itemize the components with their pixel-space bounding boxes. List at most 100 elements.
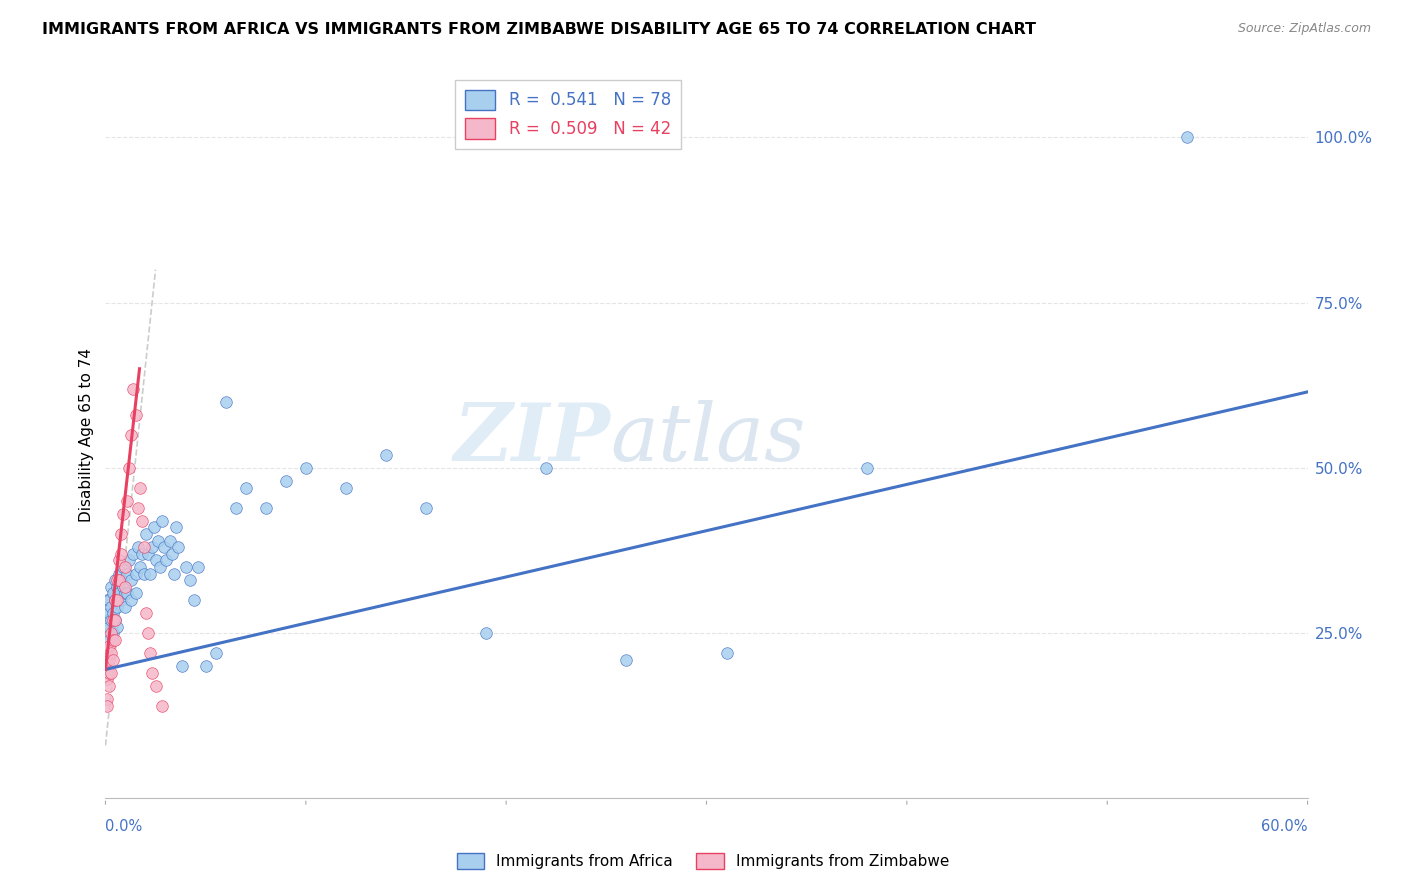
Point <box>117 586 139 600</box>
Point <box>110 593 132 607</box>
Point <box>716 646 738 660</box>
Text: atlas: atlas <box>610 400 806 477</box>
Point <box>145 553 167 567</box>
Point <box>103 652 125 666</box>
Point <box>96 626 118 640</box>
Point <box>96 692 118 706</box>
Point <box>155 553 177 567</box>
Point <box>214 394 236 409</box>
Point <box>98 665 121 680</box>
Legend: R =  0.541   N = 78, R =  0.509   N = 42: R = 0.541 N = 78, R = 0.509 N = 42 <box>456 79 681 149</box>
Point <box>152 540 174 554</box>
Point <box>114 586 136 600</box>
Point <box>165 520 187 534</box>
Point <box>104 593 127 607</box>
Point <box>141 665 163 680</box>
Point <box>124 408 146 422</box>
Point <box>117 566 139 581</box>
Point <box>138 566 160 581</box>
Point <box>98 640 121 654</box>
Y-axis label: Disability Age 65 to 74: Disability Age 65 to 74 <box>79 348 94 522</box>
Point <box>135 607 157 621</box>
Point <box>96 593 118 607</box>
Point <box>141 540 163 554</box>
Point <box>145 679 167 693</box>
Point <box>98 652 121 666</box>
Point <box>179 573 201 587</box>
Point <box>124 586 146 600</box>
Point <box>127 500 149 515</box>
Point <box>274 474 297 488</box>
Point <box>121 573 143 587</box>
Point <box>150 514 173 528</box>
Point <box>110 527 132 541</box>
Point <box>127 540 149 554</box>
Point <box>110 573 132 587</box>
Point <box>112 507 135 521</box>
Point <box>174 560 197 574</box>
Point <box>166 540 188 554</box>
Point <box>98 679 121 693</box>
Point <box>114 560 136 574</box>
Point <box>100 580 122 594</box>
Point <box>100 626 122 640</box>
Point <box>98 593 121 607</box>
Point <box>96 613 118 627</box>
Point <box>96 698 118 713</box>
Point <box>159 533 181 548</box>
Point <box>150 698 173 713</box>
Point <box>135 527 157 541</box>
Point <box>98 632 121 647</box>
Legend: Immigrants from Africa, Immigrants from Zimbabwe: Immigrants from Africa, Immigrants from … <box>451 847 955 875</box>
Point <box>374 448 398 462</box>
Point <box>96 673 118 687</box>
Point <box>118 553 141 567</box>
Point <box>534 461 557 475</box>
Point <box>146 533 169 548</box>
Point <box>131 547 153 561</box>
Point <box>225 500 247 515</box>
Point <box>295 461 318 475</box>
Point <box>100 599 122 614</box>
Point <box>114 580 136 594</box>
Point <box>103 586 125 600</box>
Text: ZIP: ZIP <box>454 400 610 477</box>
Point <box>415 500 437 515</box>
Point <box>104 613 127 627</box>
Point <box>108 566 131 581</box>
Point <box>98 619 121 633</box>
Point <box>103 626 125 640</box>
Point <box>160 547 183 561</box>
Point <box>96 659 118 673</box>
Point <box>128 560 150 574</box>
Point <box>100 646 122 660</box>
Point <box>142 520 165 534</box>
Point <box>1177 130 1199 145</box>
Point <box>118 461 141 475</box>
Point <box>162 566 184 581</box>
Point <box>103 607 125 621</box>
Point <box>100 665 122 680</box>
Point <box>107 573 129 587</box>
Point <box>855 461 877 475</box>
Point <box>124 566 146 581</box>
Point <box>128 481 150 495</box>
Point <box>104 613 127 627</box>
Point <box>170 659 193 673</box>
Point <box>107 593 129 607</box>
Point <box>107 599 129 614</box>
Text: Source: ZipAtlas.com: Source: ZipAtlas.com <box>1237 22 1371 36</box>
Point <box>100 613 122 627</box>
Point <box>104 573 127 587</box>
Point <box>98 607 121 621</box>
Point <box>104 593 127 607</box>
Text: 60.0%: 60.0% <box>1261 820 1308 834</box>
Point <box>112 580 135 594</box>
Point <box>122 547 145 561</box>
Point <box>121 593 143 607</box>
Point <box>107 619 129 633</box>
Point <box>138 646 160 660</box>
Point <box>475 626 498 640</box>
Point <box>103 632 125 647</box>
Point <box>104 632 127 647</box>
